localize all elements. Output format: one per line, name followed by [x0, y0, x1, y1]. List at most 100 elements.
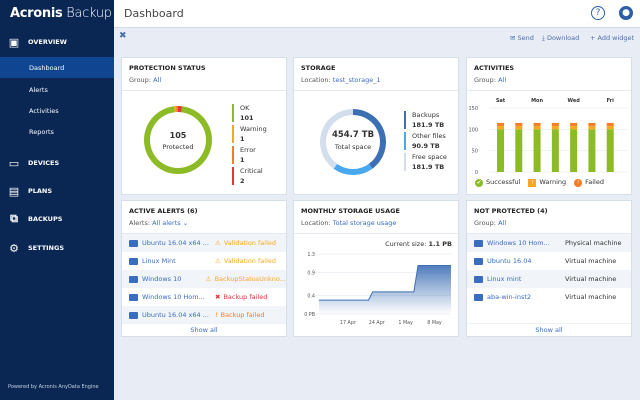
bar-failed	[588, 122, 596, 126]
location-link[interactable]: Total storage usage	[332, 219, 397, 227]
group-link[interactable]: All	[498, 76, 507, 84]
bar-failed	[570, 122, 578, 126]
bar-successful	[515, 129, 523, 172]
sidebar-item-activities[interactable]: Activities	[29, 106, 59, 115]
help-icon[interactable]: ?	[591, 6, 605, 20]
legend-label: Free space	[412, 153, 447, 161]
error-icon: !	[215, 311, 218, 319]
legend-label: Successful	[486, 178, 521, 186]
device-link[interactable]: Ubuntu 16.04 x64 ...	[142, 311, 209, 319]
alert-row[interactable]: Ubuntu 16.04 x64 ... ⚠ Validation failed	[122, 234, 286, 252]
sidebar-item-alerts[interactable]: Alerts	[29, 85, 48, 94]
send-label: Send	[517, 34, 534, 42]
widget-title: PROTECTION STATUS	[129, 64, 206, 72]
group-link[interactable]: All	[153, 76, 162, 84]
device-row[interactable]: aba-win-inst2 Virtual machine	[467, 288, 631, 306]
group-link[interactable]: All	[498, 219, 507, 227]
monitor-icon	[129, 275, 138, 283]
legend-item: ! Warning	[528, 178, 566, 187]
bar-successful	[588, 129, 596, 172]
storage-donut	[320, 109, 386, 175]
bar-failed	[497, 122, 504, 126]
area-fill	[319, 265, 451, 314]
alert-row[interactable]: Windows 10 Hom... ✖ Backup failed	[122, 288, 286, 306]
location-link[interactable]: test_storage_1	[332, 76, 381, 84]
alert-row[interactable]: Ubuntu 16.04 x64 ...! Backup failed	[122, 306, 286, 324]
legend-swatch	[404, 153, 406, 171]
header: Dashboard ? ●	[114, 0, 640, 28]
alert-row[interactable]: Linux Mint ⚠ Validation failed	[122, 252, 286, 270]
sidebar-section-backups[interactable]: ⧉ BACKUPS	[0, 209, 114, 229]
protected-label: Protected	[162, 143, 194, 151]
storage-widget: STORAGE Location: test_storage_1 454.7 T…	[293, 57, 459, 195]
legend-item: Warning 1	[232, 125, 267, 143]
user-icon[interactable]: ●	[619, 6, 633, 20]
logo: Acronis Backup	[10, 6, 112, 21]
device-row[interactable]: Ubuntu 16.04 Virtual machine	[467, 252, 631, 270]
alert-row[interactable]: Windows 10 ⚠ BackupStatusUnkno...	[122, 270, 286, 288]
monitor-icon	[129, 293, 138, 301]
device-row[interactable]: Windows 10 Hom... Physical machine	[467, 234, 631, 252]
legend-value: 181.9 TB	[412, 121, 445, 129]
legend-item: Backups 181.9 TB	[404, 111, 444, 129]
sidebar-item-dashboard[interactable]: Dashboard	[0, 57, 114, 78]
sidebar-section-devices[interactable]: ▭ DEVICES	[0, 153, 114, 173]
x-tick-label: Sat	[496, 98, 506, 104]
widget-title: STORAGE	[301, 64, 336, 72]
filter-value: All alerts	[152, 219, 181, 227]
y-tick-label: 150	[468, 106, 478, 112]
alert-status: Validation failed	[223, 257, 276, 265]
device-link[interactable]: Linux Mint	[142, 257, 176, 265]
widget-title: NOT PROTECTED (4)	[474, 207, 548, 215]
sidebar-section-overview[interactable]: ▣ OVERVIEW	[0, 32, 114, 52]
group-label: Group:	[474, 76, 496, 84]
y-tick-label: 0.9	[307, 270, 315, 276]
legend-item: ✔ Successful	[475, 178, 520, 187]
monthly-storage-widget: MONTHLY STORAGE USAGE Location: Total st…	[293, 200, 459, 337]
legend-swatch	[232, 167, 234, 185]
y-tick-label: 100	[468, 127, 478, 133]
sidebar-section-plans[interactable]: ▤ PLANS	[0, 181, 114, 201]
legend-item: ! Failed	[574, 178, 604, 187]
legend-label: Backups	[412, 111, 440, 119]
legend-swatch	[232, 146, 234, 164]
device-link[interactable]: Windows 10 Hom...	[142, 293, 205, 301]
active-alerts-widget: ACTIVE ALERTS (6) Alerts: All alerts ⌄ U…	[121, 200, 287, 337]
send-button[interactable]: ✉ Send	[510, 34, 534, 42]
y-tick-label: 0 PB	[304, 312, 315, 318]
sidebar-section-settings[interactable]: ⚙ SETTINGS	[0, 238, 114, 258]
alerts-filter-dropdown[interactable]: All alerts ⌄	[152, 219, 189, 227]
add-widget-button[interactable]: + Add widget	[590, 34, 635, 42]
bar-warning	[515, 125, 523, 130]
current-size-value: 1.1 PB	[428, 240, 453, 248]
not-protected-widget: NOT PROTECTED (4) Group: All Windows 10 …	[466, 200, 632, 337]
bar-successful	[497, 129, 504, 172]
fullscreen-icon[interactable]: ✖	[119, 31, 127, 41]
sidebar-item-reports[interactable]: Reports	[29, 127, 54, 136]
legend-swatch	[404, 132, 406, 150]
location-label: Location:	[301, 76, 331, 84]
device-link[interactable]: aba-win-inst2	[487, 293, 532, 301]
device-link[interactable]: Linux mint	[487, 275, 522, 283]
activities-widget: ACTIVITIES Group: All 0 50 100 150 Sat Mon Wed…	[466, 57, 632, 195]
warning-icon: ⚠	[215, 257, 221, 265]
show-all-not-protected-link[interactable]: Show all	[467, 323, 631, 336]
bar-successful	[533, 129, 541, 172]
download-button[interactable]: ⤓ Download	[542, 34, 580, 42]
device-link[interactable]: Ubuntu 16.04	[487, 257, 532, 265]
add-widget-label: Add widget	[597, 34, 635, 42]
monitor-icon	[474, 275, 483, 283]
device-link[interactable]: Windows 10	[142, 275, 182, 283]
device-link[interactable]: Ubuntu 16.04 x64 ...	[142, 239, 209, 247]
donut-segment	[352, 109, 386, 169]
download-label: Download	[546, 34, 580, 42]
legend-item: Free space 181.9 TB	[404, 153, 447, 171]
widget-title: ACTIVITIES	[474, 64, 515, 72]
x-tick-label: 17 Apr	[340, 320, 356, 326]
device-row[interactable]: Linux mint Virtual machine	[467, 270, 631, 288]
bar-successful	[606, 129, 614, 172]
show-all-alerts-link[interactable]: Show all	[122, 323, 286, 336]
device-link[interactable]: Windows 10 Hom...	[487, 239, 550, 247]
monthly-storage-chart: 0 PB 0.4 0.9 1.3 17 Apr 24 Apr 1 May 8 May	[304, 252, 451, 326]
protected-count: 105	[169, 131, 187, 140]
